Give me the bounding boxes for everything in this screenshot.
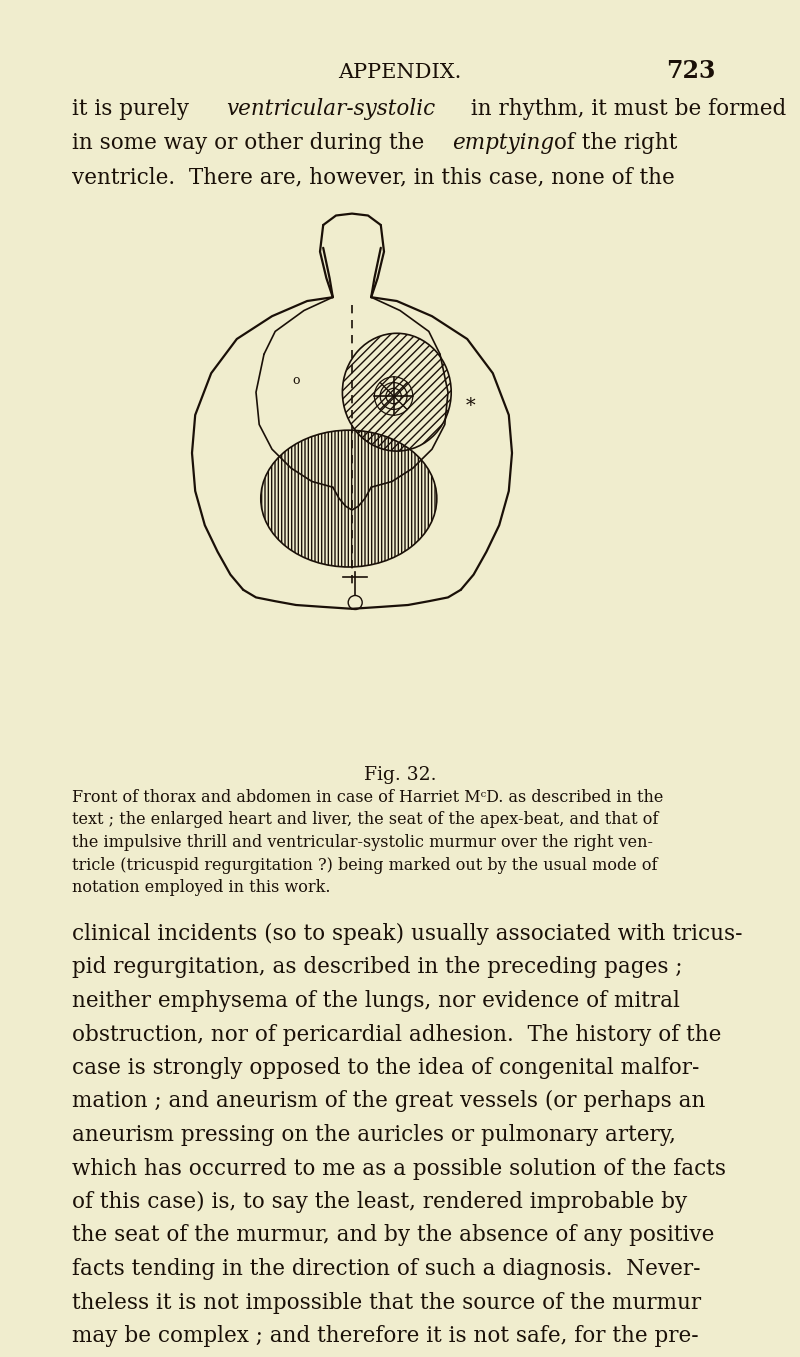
Text: *: * <box>466 396 475 414</box>
Text: in rhythm, it must be formed: in rhythm, it must be formed <box>464 98 786 119</box>
Text: of the right: of the right <box>547 132 678 153</box>
Text: text ; the enlarged heart and liver, the seat of the apex-beat, and that of: text ; the enlarged heart and liver, the… <box>72 811 658 829</box>
Text: the impulsive thrill and ventricular-systolic murmur over the right ven-: the impulsive thrill and ventricular-sys… <box>72 835 653 851</box>
Text: may be complex ; and therefore it is not safe, for the pre-: may be complex ; and therefore it is not… <box>72 1324 698 1348</box>
Text: emptying: emptying <box>452 132 554 153</box>
Text: mation ; and aneurism of the great vessels (or perhaps an: mation ; and aneurism of the great vesse… <box>72 1091 706 1113</box>
Text: aneurism pressing on the auricles or pulmonary artery,: aneurism pressing on the auricles or pul… <box>72 1124 676 1147</box>
Text: ventricular-systolic: ventricular-systolic <box>226 98 436 119</box>
Text: case is strongly opposed to the idea of congenital malfor-: case is strongly opposed to the idea of … <box>72 1057 699 1079</box>
Text: 723: 723 <box>666 58 716 83</box>
Text: obstruction, nor of pericardial adhesion.  The history of the: obstruction, nor of pericardial adhesion… <box>72 1023 722 1045</box>
Text: tricle (tricuspid regurgitation ?) being marked out by the usual mode of: tricle (tricuspid regurgitation ?) being… <box>72 856 658 874</box>
Text: it is purely: it is purely <box>72 98 196 119</box>
Text: Fig. 32.: Fig. 32. <box>364 765 436 784</box>
Text: facts tending in the direction of such a diagnosis.  Never-: facts tending in the direction of such a… <box>72 1258 701 1280</box>
Text: of this case) is, to say the least, rendered improbable by: of this case) is, to say the least, rend… <box>72 1191 687 1213</box>
Text: clinical incidents (so to speak) usually associated with tricus-: clinical incidents (so to speak) usually… <box>72 923 742 944</box>
Text: Front of thorax and abdomen in case of Harriet MᶜD. as described in the: Front of thorax and abdomen in case of H… <box>72 788 663 806</box>
Text: ventricle.  There are, however, in this case, none of the: ventricle. There are, however, in this c… <box>72 166 674 189</box>
Text: neither emphysema of the lungs, nor evidence of mitral: neither emphysema of the lungs, nor evid… <box>72 991 680 1012</box>
Text: in some way or other during the: in some way or other during the <box>72 132 431 153</box>
Text: theless it is not impossible that the source of the murmur: theless it is not impossible that the so… <box>72 1292 701 1314</box>
Text: notation employed in this work.: notation employed in this work. <box>72 879 330 896</box>
Text: the seat of the murmur, and by the absence of any positive: the seat of the murmur, and by the absen… <box>72 1224 714 1247</box>
Text: which has occurred to me as a possible solution of the facts: which has occurred to me as a possible s… <box>72 1158 726 1179</box>
Text: APPENDIX.: APPENDIX. <box>338 62 462 81</box>
Text: o: o <box>292 375 300 387</box>
Text: pid regurgitation, as described in the preceding pages ;: pid regurgitation, as described in the p… <box>72 957 682 978</box>
